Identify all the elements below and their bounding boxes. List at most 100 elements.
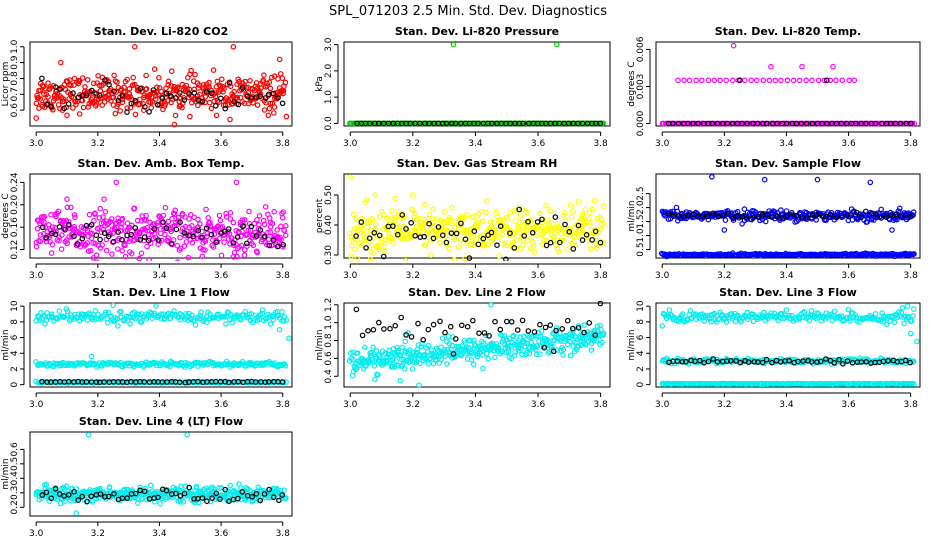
y-tick-label: 0.7 — [10, 87, 20, 101]
data-point — [900, 306, 904, 310]
data-point — [399, 315, 403, 319]
data-point — [451, 42, 455, 46]
y-tick-label: 0.16 — [10, 217, 20, 237]
data-point — [712, 78, 716, 82]
data-point — [437, 240, 441, 244]
data-point — [409, 335, 413, 339]
data-point — [431, 207, 435, 211]
data-point — [170, 69, 174, 73]
data-point — [519, 214, 523, 218]
data-point — [476, 242, 480, 246]
data-point — [354, 307, 358, 311]
y-axis-label: ml/min — [315, 329, 325, 360]
data-point — [81, 105, 85, 109]
y-tick-label: 0.24 — [10, 172, 20, 192]
data-point — [94, 253, 98, 257]
data-point — [568, 203, 572, 207]
data-point — [722, 228, 726, 232]
data-point — [582, 323, 586, 327]
data-point — [87, 213, 91, 217]
data-point — [411, 193, 415, 197]
data-point — [531, 231, 535, 235]
data-point — [505, 319, 509, 323]
data-point — [493, 320, 497, 324]
panel-title: Stan. Dev. Gas Stream RH — [397, 157, 558, 170]
data-point — [890, 228, 894, 232]
data-point — [520, 318, 524, 322]
data-point — [111, 303, 115, 307]
data-point — [220, 77, 224, 81]
data-point — [847, 78, 851, 82]
y-tick-label: 0.003 — [636, 74, 646, 100]
data-point — [565, 247, 569, 251]
data-point — [102, 197, 106, 201]
data-point — [595, 246, 599, 250]
data-point — [548, 323, 552, 327]
data-point — [214, 113, 218, 117]
x-tick-label: 3.4 — [468, 271, 483, 281]
data-point — [174, 227, 178, 231]
data-point — [773, 78, 777, 82]
data-point — [58, 501, 62, 505]
data-point — [50, 251, 54, 255]
x-tick-label: 3.4 — [779, 400, 794, 410]
panel-title: Stan. Dev. Line 4 (LT) Flow — [79, 415, 243, 428]
data-point — [846, 307, 850, 311]
data-point — [384, 216, 388, 220]
data-point — [743, 78, 747, 82]
data-point — [840, 78, 844, 82]
x-tick-label: 3.0 — [29, 400, 44, 410]
y-axis-label: Licor ppm — [1, 62, 11, 107]
panel-title: Stan. Dev. Li-820 Pressure — [395, 25, 559, 38]
data-point — [493, 355, 497, 359]
y-tick-label: 1.5 — [636, 214, 646, 228]
data-point — [909, 331, 913, 335]
data-point — [601, 204, 605, 208]
y-tick-label: 0.20 — [10, 195, 20, 215]
points-group — [34, 433, 288, 516]
data-point — [784, 308, 788, 312]
data-point — [40, 76, 44, 80]
y-axis-label: kPa — [315, 76, 325, 92]
data-point — [456, 245, 460, 249]
data-point — [65, 113, 69, 117]
data-point — [438, 319, 442, 323]
data-point — [590, 238, 594, 242]
data-point — [767, 78, 771, 82]
x-tick-label: 3.2 — [91, 400, 105, 410]
data-point — [555, 42, 559, 46]
data-point — [589, 247, 593, 251]
x-tick-label: 3.6 — [214, 139, 229, 149]
data-point — [471, 362, 475, 366]
y-tick-label: 0.12 — [10, 240, 20, 260]
y-tick-label: 2.5 — [636, 186, 646, 200]
y-tick-label: 4 — [10, 350, 20, 356]
x-tick-label: 3.4 — [779, 139, 794, 149]
y-axis-label: ml/min — [1, 329, 11, 360]
data-point — [94, 233, 98, 237]
y-tick-label: 2 — [10, 366, 20, 372]
data-point — [105, 248, 109, 252]
data-point — [35, 227, 39, 231]
data-point — [785, 78, 789, 82]
data-point — [57, 225, 61, 229]
x-tick-label: 3.2 — [717, 271, 731, 281]
data-point — [515, 238, 519, 242]
data-point — [284, 233, 288, 237]
data-point — [262, 73, 266, 77]
points-group — [348, 175, 607, 269]
data-point — [660, 324, 664, 328]
data-point — [516, 328, 520, 332]
data-point — [398, 379, 402, 383]
data-point — [133, 112, 137, 116]
data-point — [205, 234, 209, 238]
data-point — [388, 327, 392, 331]
data-point — [449, 325, 453, 329]
data-point — [494, 210, 498, 214]
data-point — [272, 105, 276, 109]
y-axis-label: percent — [315, 198, 325, 233]
